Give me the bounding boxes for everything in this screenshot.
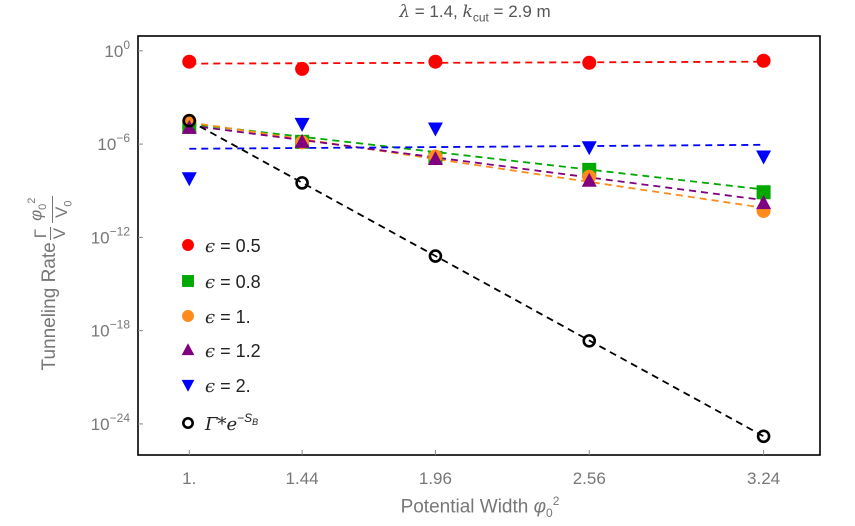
legend-marker-3 — [181, 343, 195, 356]
legend-exponent-sub: B — [252, 417, 258, 427]
title-lambda: λ — [399, 2, 411, 22]
legend-marker-1 — [182, 275, 194, 287]
x-tick-label: 3.24 — [747, 469, 780, 488]
y-tick-label: 100 — [104, 38, 130, 61]
fit-line-2 — [189, 121, 764, 209]
y-tick-exponent: −12 — [110, 224, 131, 238]
legend-symbol: ϵ — [205, 341, 215, 362]
fit-line-0 — [189, 60, 764, 65]
data-point-3 — [756, 195, 772, 210]
legend-exponent: −S — [237, 411, 252, 425]
legend-marker-4 — [181, 379, 195, 392]
title-part1: = 1.4, — [410, 2, 463, 21]
y-label-phi-sub: 0 — [36, 203, 49, 210]
y-label-num1: Γ — [30, 226, 51, 241]
legend-label-1: ϵ = 0.8 — [205, 272, 261, 293]
data-point-4 — [181, 172, 197, 187]
legend-value: = 1. — [215, 307, 251, 327]
data-point-0 — [182, 54, 197, 69]
y-tick-exponent: −18 — [110, 318, 131, 332]
legend-label-3: ϵ = 1.2 — [205, 341, 261, 362]
y-tick-base: 10 — [104, 42, 123, 61]
legend-label-0: ϵ = 0.5 — [205, 236, 261, 257]
legend-symbol: ϵ — [205, 376, 215, 397]
x-tick-label: 1.96 — [419, 469, 452, 488]
fit-line-1 — [189, 122, 764, 191]
x-axis-label: Potential Width φ02 — [0, 494, 855, 520]
data-point-3 — [581, 172, 597, 187]
data-point-0 — [756, 53, 771, 68]
y-label-phi: φ — [26, 209, 46, 221]
legend-symbol: ϵ — [205, 272, 215, 293]
y-tick-exponent: −24 — [110, 411, 131, 425]
x-tick-label: 1.44 — [286, 469, 319, 488]
y-tick-exponent: 0 — [123, 38, 130, 52]
x-label-text: Potential Width — [400, 496, 534, 518]
y-tick-base: 10 — [91, 415, 110, 434]
y-tick-label: 10−6 — [97, 131, 130, 154]
data-point-4 — [427, 122, 443, 137]
x-label-sub: 0 — [546, 506, 553, 521]
data-point-5 — [582, 334, 597, 348]
data-point-1 — [756, 185, 771, 200]
y-label-text: Tunneling Rate — [39, 242, 60, 371]
y-label-num2: φ02 — [22, 195, 53, 223]
fit-line-3 — [189, 124, 764, 201]
y-label-phi-sup: 2 — [25, 197, 38, 204]
legend-value: = 0.8 — [215, 272, 261, 292]
x-tick-label: 1. — [182, 469, 196, 488]
y-label-fraction-2: φ02 V0 — [22, 195, 77, 223]
legend-value: = 0.5 — [215, 236, 261, 256]
y-tick-base: 10 — [91, 322, 110, 341]
data-point-0 — [582, 55, 597, 70]
y-tick-label: 10−12 — [91, 224, 131, 247]
legend-label-2: ϵ = 1. — [205, 307, 251, 328]
fit-line-4 — [189, 143, 764, 150]
legend-symbol: ϵ — [205, 236, 215, 257]
y-tick-base: 10 — [91, 228, 110, 247]
y-label-den1: V — [49, 227, 69, 240]
plot-frame — [137, 35, 821, 456]
y-tick-exponent: −6 — [116, 131, 130, 145]
title-part2: = 2.9 m — [488, 2, 551, 21]
y-tick-base: 10 — [97, 135, 116, 154]
y-label-v0-sub: 0 — [62, 200, 75, 207]
data-point-4 — [581, 141, 597, 156]
data-point-0 — [428, 54, 443, 69]
legend-marker-5 — [182, 417, 194, 429]
data-point-0 — [295, 61, 310, 76]
legend-symbol: Γ*e — [204, 414, 237, 435]
legend-marker-0 — [182, 239, 194, 251]
x-label-phi: φ — [533, 496, 547, 518]
data-point-4 — [294, 117, 310, 132]
data-point-5 — [428, 249, 443, 263]
legend-label-5: Γ*e−SB — [204, 411, 258, 435]
legend-marker-2 — [182, 310, 194, 322]
legend-label-4: ϵ = 2. — [205, 376, 251, 397]
y-label-den2: V0 — [51, 200, 77, 218]
data-point-3 — [294, 133, 310, 148]
data-point-4 — [756, 150, 772, 165]
legend-value: = 2. — [215, 376, 251, 396]
title-sub: cut — [472, 10, 489, 25]
y-tick-label: 10−18 — [91, 318, 131, 341]
x-label-sup: 2 — [552, 494, 560, 508]
chart-title: λ = 1.4, kcut = 2.9 m — [0, 2, 855, 24]
title-k: k — [462, 2, 473, 22]
data-point-5 — [756, 429, 771, 444]
fit-line-5 — [188, 119, 765, 438]
y-label-v0: V — [51, 206, 71, 218]
data-point-5 — [182, 113, 197, 128]
x-tick-label: 2.56 — [573, 469, 606, 488]
y-tick-label: 10−24 — [91, 411, 131, 434]
data-point-3 — [427, 151, 443, 166]
legend-symbol: ϵ — [205, 307, 215, 328]
legend-value: = 1.2 — [215, 341, 261, 361]
data-point-5 — [295, 176, 309, 190]
